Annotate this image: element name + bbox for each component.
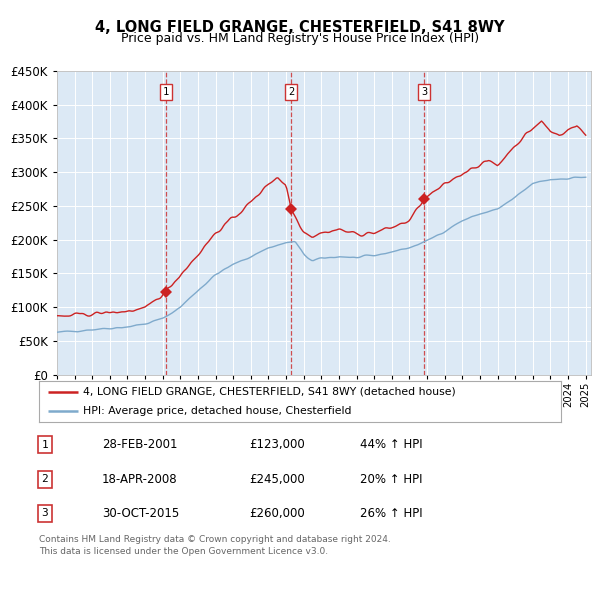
Text: 4, LONG FIELD GRANGE, CHESTERFIELD, S41 8WY (detached house): 4, LONG FIELD GRANGE, CHESTERFIELD, S41 … [83,386,456,396]
Text: 2: 2 [288,87,295,97]
Text: This data is licensed under the Open Government Licence v3.0.: This data is licensed under the Open Gov… [39,547,328,556]
Text: 1: 1 [41,440,49,450]
Text: 3: 3 [41,509,49,518]
Text: Price paid vs. HM Land Registry's House Price Index (HPI): Price paid vs. HM Land Registry's House … [121,32,479,45]
Text: 20% ↑ HPI: 20% ↑ HPI [360,473,422,486]
Text: £123,000: £123,000 [249,438,305,451]
Text: Contains HM Land Registry data © Crown copyright and database right 2024.: Contains HM Land Registry data © Crown c… [39,535,391,544]
Text: 4, LONG FIELD GRANGE, CHESTERFIELD, S41 8WY: 4, LONG FIELD GRANGE, CHESTERFIELD, S41 … [95,20,505,35]
Text: 2: 2 [41,474,49,484]
Text: 26% ↑ HPI: 26% ↑ HPI [360,507,422,520]
Text: 18-APR-2008: 18-APR-2008 [102,473,178,486]
Text: 44% ↑ HPI: 44% ↑ HPI [360,438,422,451]
Text: 30-OCT-2015: 30-OCT-2015 [102,507,179,520]
Text: 3: 3 [421,87,427,97]
Text: 28-FEB-2001: 28-FEB-2001 [102,438,178,451]
Text: HPI: Average price, detached house, Chesterfield: HPI: Average price, detached house, Ches… [83,406,352,416]
Text: £245,000: £245,000 [249,473,305,486]
Text: 1: 1 [163,87,169,97]
Text: £260,000: £260,000 [249,507,305,520]
